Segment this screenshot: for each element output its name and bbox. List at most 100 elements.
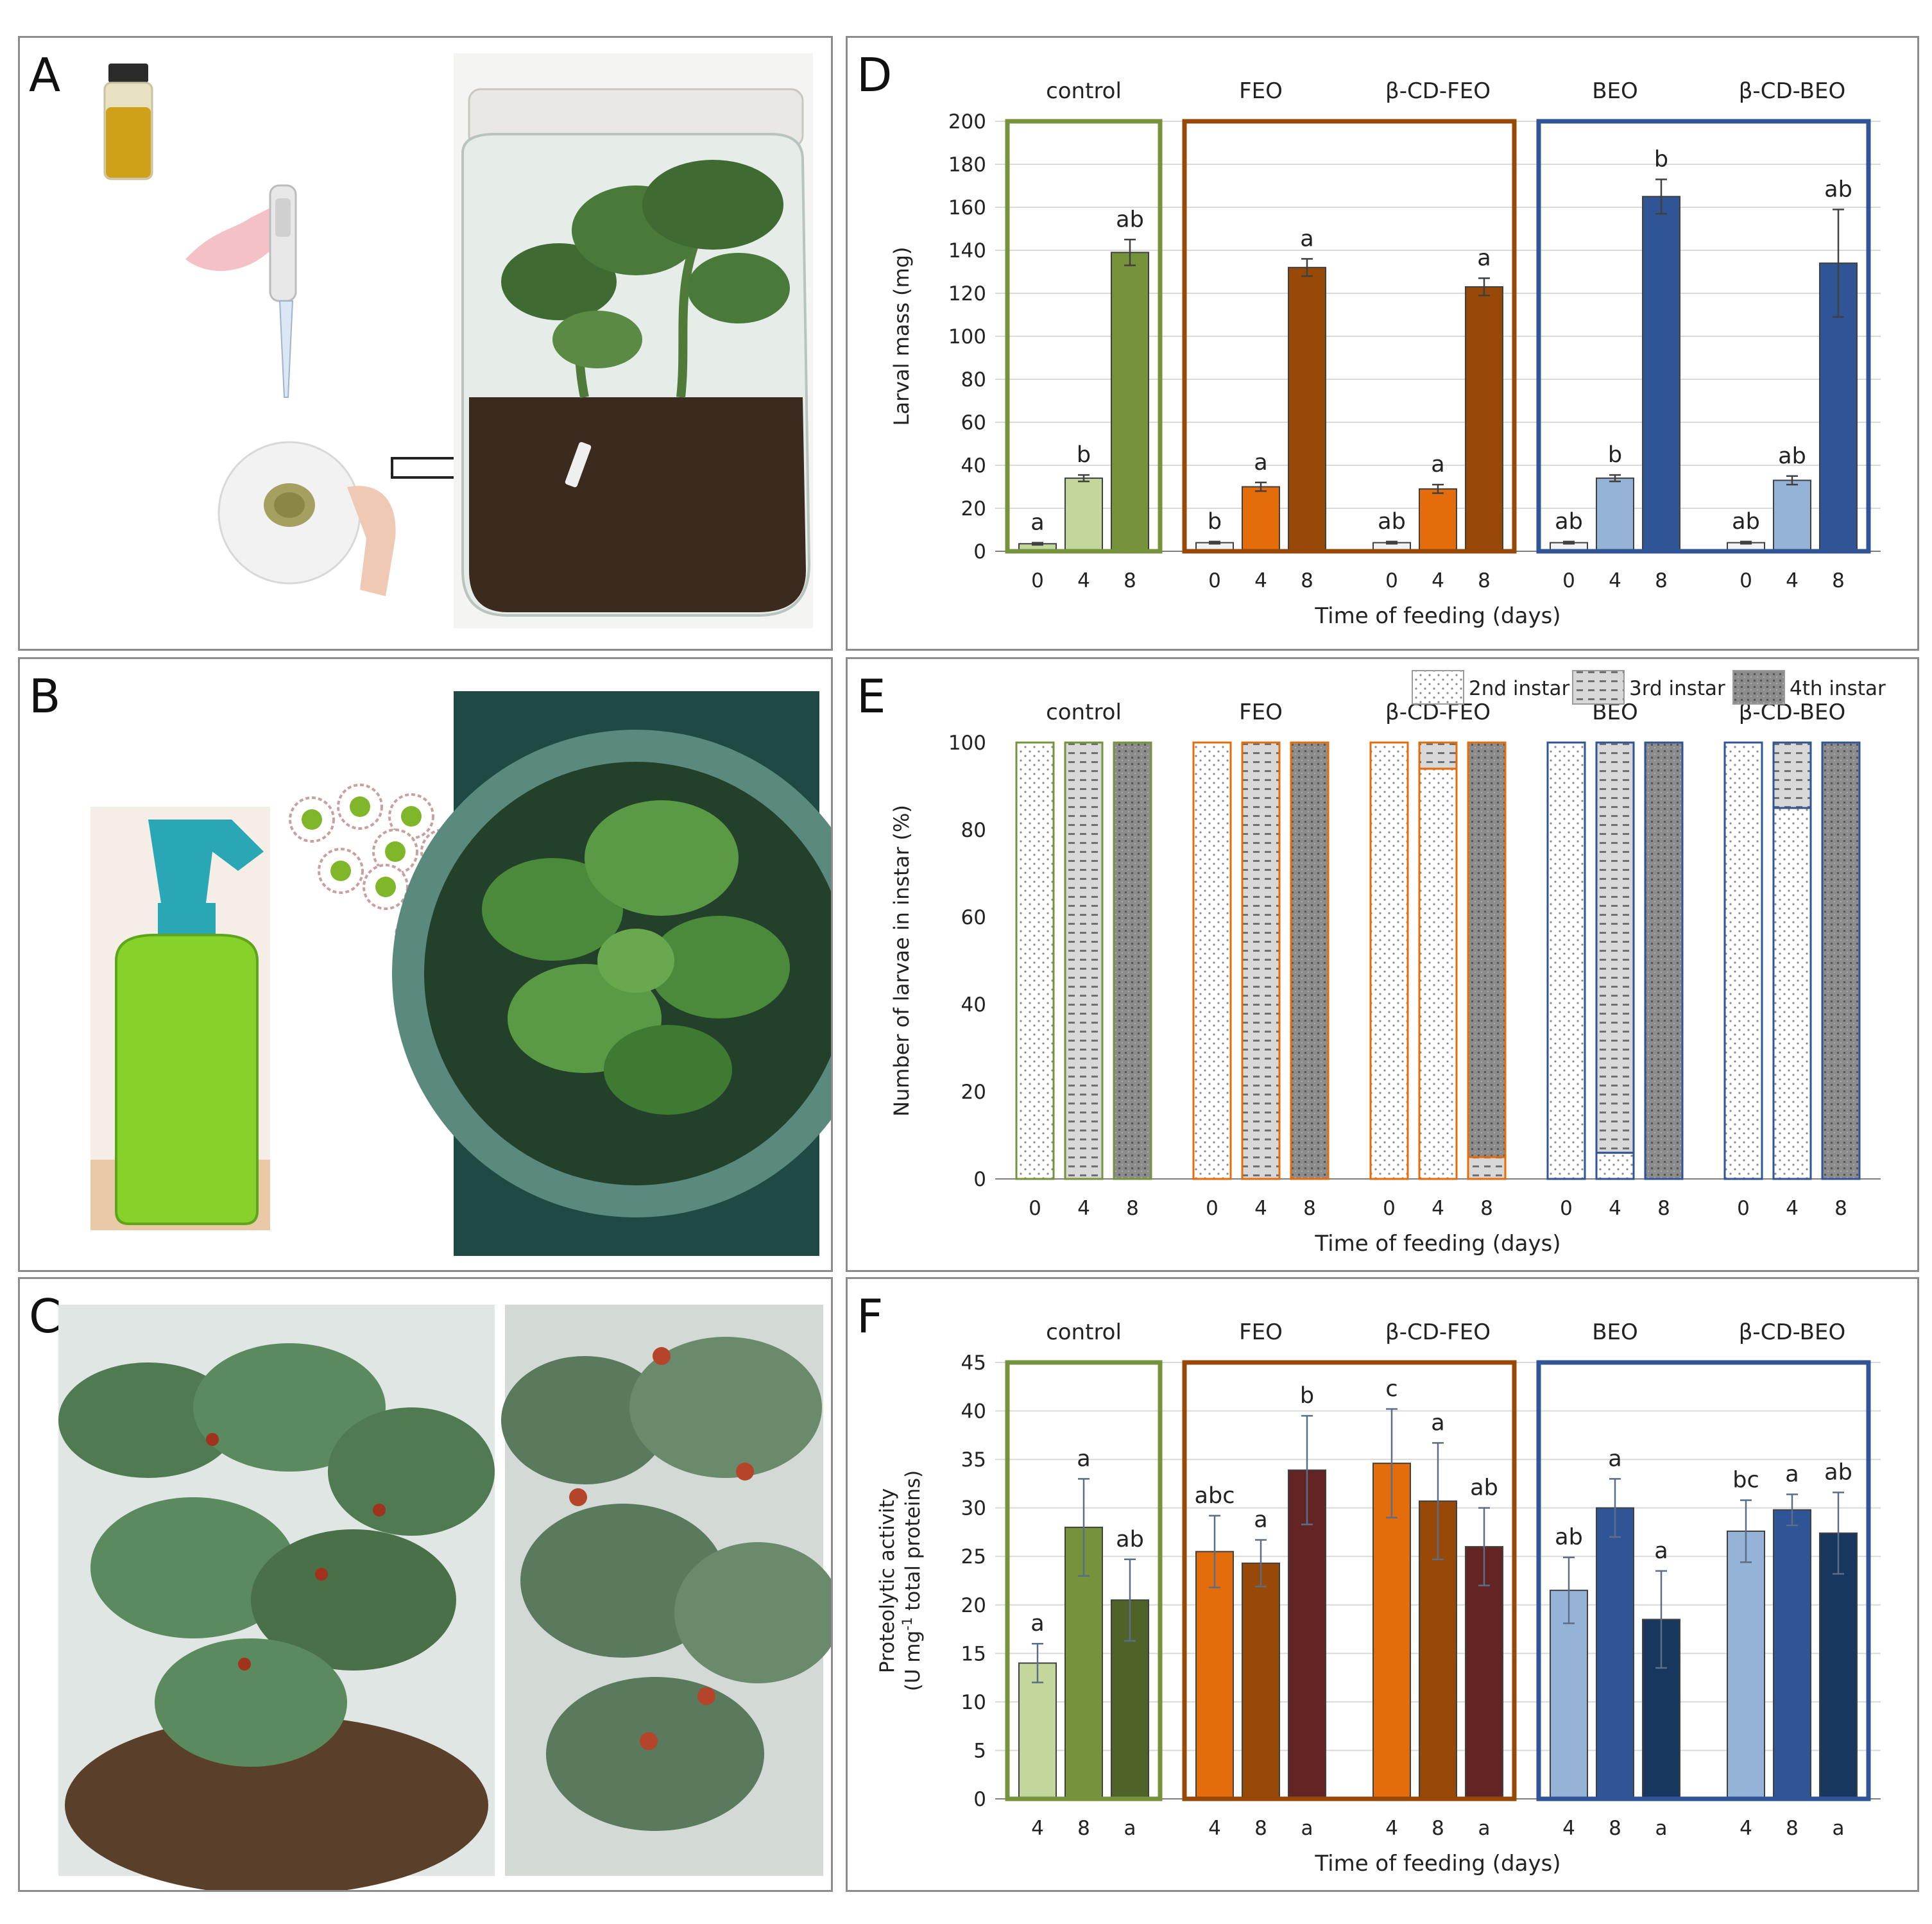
cd-core-icon (375, 877, 396, 897)
y-tick-label: 15 (961, 1642, 986, 1665)
x-tick-label: a (1478, 1817, 1491, 1840)
x-tick-label: 8 (1655, 569, 1668, 592)
significance-letter: ab (1555, 509, 1583, 535)
significance-letter: a (1030, 510, 1044, 536)
bar (1242, 1562, 1280, 1799)
bar (1064, 477, 1103, 552)
panel-c-label: C (29, 1289, 62, 1343)
panel-b-label: B (29, 669, 61, 723)
x-tick-label: 8 (1480, 1197, 1493, 1220)
y-axis-label: Number of larvae in instar (%) (889, 805, 914, 1117)
proteolytic-activity-chart: 051015202530354045control4a8aaabFEO4abc8… (876, 1319, 1881, 1877)
x-tick-label: 4 (1786, 569, 1799, 592)
y-tick-label: 80 (961, 819, 986, 842)
significance-letter: a (1300, 226, 1313, 252)
x-tick-label: 8 (1077, 1817, 1090, 1840)
x-tick-label: 4 (1208, 1817, 1221, 1840)
group-label: control (1046, 1319, 1122, 1345)
legend-entry: 4th instar (1790, 677, 1886, 700)
treatment-frame (1536, 1360, 1871, 1801)
treatment-frame (1182, 119, 1517, 554)
y-tick-label: 120 (948, 282, 986, 305)
significance-letter: ab (1470, 1475, 1498, 1501)
y-tick-label: 40 (961, 993, 986, 1017)
panel-d: D 0 20 40 60 80 100 120 140 160 180 200 control 0 a 4 b… (846, 36, 1919, 651)
stack-2nd-instar (1192, 741, 1232, 1180)
x-tick-label: 0 (1740, 569, 1752, 592)
x-tick-label: a (1301, 1817, 1313, 1840)
y-tick-label: 160 (948, 196, 986, 219)
x-tick-label: 8 (1657, 1197, 1670, 1220)
significance-letter: bc (1732, 1468, 1759, 1493)
x-tick-label: 4 (1077, 1197, 1090, 1220)
panel-b: B (18, 657, 833, 1272)
significance-letter: b (1300, 1383, 1314, 1409)
x-tick-label: 0 (1383, 1197, 1396, 1220)
group-label: β-CD-FEO (1385, 1319, 1491, 1345)
stack-3rd-instar (1772, 741, 1812, 809)
bar (1642, 196, 1680, 552)
x-tick-label: 8 (1832, 569, 1845, 592)
x-tick-label: 8 (1301, 569, 1313, 592)
x-tick-label: 0 (1737, 1197, 1750, 1220)
group-label: FEO (1239, 700, 1283, 725)
x-tick-label: 4 (1432, 1197, 1444, 1220)
x-tick-label: 8 (1786, 1817, 1799, 1840)
panel-e: E 0 20 40 60 80 100 control 0 4 8 FEO 0 4 8 β-CD-FEO 0 4… (846, 657, 1919, 1272)
x-tick-label: 0 (1562, 569, 1575, 592)
bar (1465, 286, 1503, 552)
significance-letter: a (1431, 1410, 1444, 1436)
x-tick-label: 8 (1124, 569, 1136, 592)
panel-a: A (18, 36, 833, 651)
stack-4th-instar (1644, 741, 1684, 1180)
y-tick-label: 40 (961, 1400, 986, 1423)
x-axis-label: Time of feeding (days) (1314, 1231, 1560, 1257)
x-tick-label: 4 (1740, 1817, 1752, 1840)
significance-letter: a (1254, 1507, 1267, 1533)
cd-core-icon (401, 806, 422, 827)
legend-swatch (1572, 670, 1625, 705)
significance-letter: c (1385, 1377, 1398, 1402)
y-tick-label: 60 (961, 906, 986, 929)
y-axis-label: Larval mass (mg) (889, 247, 914, 426)
stack-2nd-instar (1772, 807, 1812, 1180)
y-tick-label: 10 (961, 1691, 986, 1714)
bar (1596, 477, 1634, 552)
treatment-frame (1182, 1360, 1517, 1801)
panel-d-label: D (857, 48, 893, 102)
cd-core-icon (385, 841, 406, 862)
bar (1727, 1530, 1765, 1799)
x-tick-label: 4 (1385, 1817, 1398, 1840)
y-tick-label: 0 (973, 540, 986, 563)
x-tick-label: 8 (1834, 1197, 1847, 1220)
y-tick-label: 200 (948, 110, 986, 133)
legend-swatch (1412, 670, 1464, 705)
x-tick-label: 4 (1609, 1197, 1621, 1220)
significance-letter: a (1477, 246, 1491, 271)
group-label: β-CD-BEO (1739, 78, 1846, 104)
treatment-frame (1005, 119, 1163, 554)
x-tick-label: 4 (1562, 1817, 1575, 1840)
significance-letter: a (1654, 1538, 1668, 1564)
significance-letter: b (1077, 442, 1091, 468)
y-tick-label: 40 (961, 454, 986, 477)
significance-letter: ab (1732, 509, 1760, 535)
group-label: control (1046, 700, 1122, 725)
bar (1773, 479, 1811, 553)
y-tick-label: 80 (961, 368, 986, 391)
bar (1288, 266, 1326, 552)
stack-4th-instar (1290, 741, 1329, 1180)
significance-letter: a (1254, 450, 1267, 476)
treatment-frame (1005, 1360, 1163, 1801)
stack-3rd-instar (1418, 741, 1458, 770)
group-label: BEO (1592, 1319, 1638, 1345)
y-tick-label: 140 (948, 239, 986, 262)
x-tick-label: 4 (1609, 569, 1621, 592)
cd-core-icon (350, 796, 370, 817)
stack-2nd-instar (1015, 741, 1055, 1180)
stack-3rd-instar (1467, 1156, 1507, 1180)
panel-f: F 0 5 10 15 20 25 30 35 40 45 control 4 a 8 a a ab FEO 4 ab… (846, 1277, 1919, 1892)
cd-core-icon (330, 861, 351, 881)
y-tick-label: 20 (961, 1594, 986, 1617)
beetle-plant-photo-right (501, 1305, 831, 1876)
